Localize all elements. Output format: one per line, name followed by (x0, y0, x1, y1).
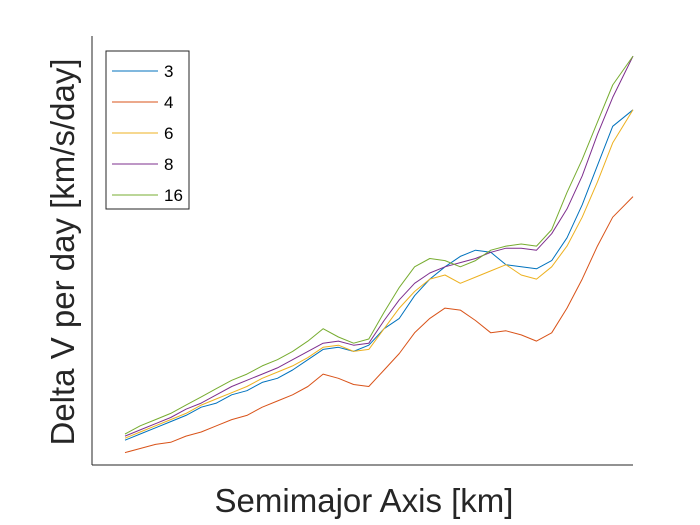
series-layer (124, 55, 634, 454)
series-line-3 (124, 109, 634, 441)
series-line-6 (124, 109, 634, 439)
legend-label-16: 16 (164, 186, 183, 205)
series-line-16 (124, 55, 634, 435)
legend-label-4: 4 (164, 93, 173, 112)
legend-label-6: 6 (164, 124, 173, 143)
series-line-8 (124, 55, 634, 437)
legend: 3 4 6 8 16 (105, 50, 190, 210)
y-axis-label: Delta V per day [km/s/day] (44, 59, 81, 446)
x-axis-label: Semimajor Axis [km] (215, 482, 514, 519)
series-line-4 (124, 196, 634, 454)
legend-box (105, 50, 190, 210)
legend-label-8: 8 (164, 155, 173, 174)
legend-label-3: 3 (164, 62, 173, 81)
